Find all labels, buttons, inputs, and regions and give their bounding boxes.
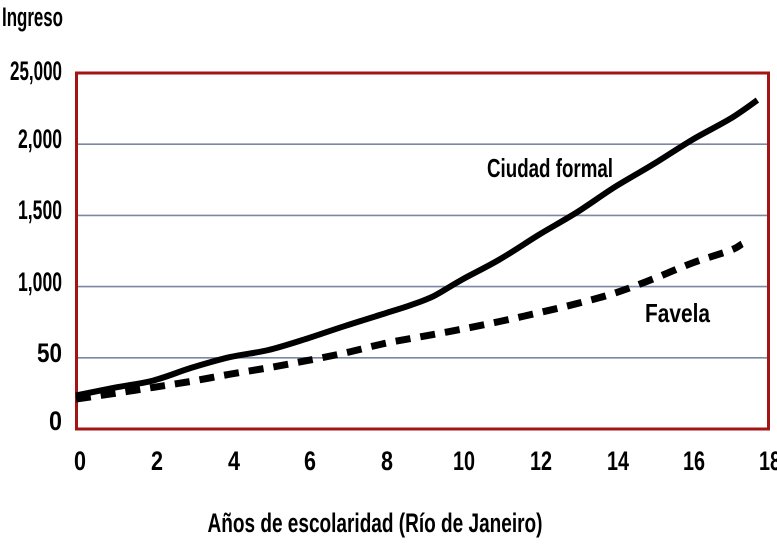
series-label-favela: Favela [645,298,710,328]
y-tick-1000: 1,000 [18,267,62,297]
y-tick-labels: 25,000 2,000 1,500 1,000 50 0 [10,56,62,436]
y-tick-25000: 25,000 [10,56,62,86]
x-tick-14: 14 [607,446,629,476]
plot-border [75,71,770,431]
x-tick-2: 2 [151,446,163,476]
y-tick-0: 0 [49,406,62,436]
gridline-group [76,143,769,359]
series-line-favela [75,240,744,403]
x-tick-16: 16 [683,446,705,476]
y-tick-50: 50 [37,338,62,368]
x-tick-4: 4 [228,446,240,476]
x-tick-8: 8 [381,446,393,476]
x-axis-title: Años de escolaridad (Río de Janeiro) [208,508,543,538]
x-tick-12: 12 [530,446,552,476]
x-tick-0: 0 [74,446,86,476]
y-tick-2000: 2,000 [18,124,62,154]
series-line-ciudad-formal [75,97,760,399]
x-tick-18: 18 [759,446,777,476]
x-tick-6: 6 [304,446,316,476]
x-tick-labels: 0 2 4 6 8 10 12 14 16 18 [74,446,777,476]
series-group [75,97,760,403]
x-tick-10: 10 [453,446,475,476]
chart-title: Ingreso [2,2,63,32]
series-label-ciudad-formal: Ciudad formal [487,153,613,183]
y-tick-1500: 1,500 [18,195,62,225]
